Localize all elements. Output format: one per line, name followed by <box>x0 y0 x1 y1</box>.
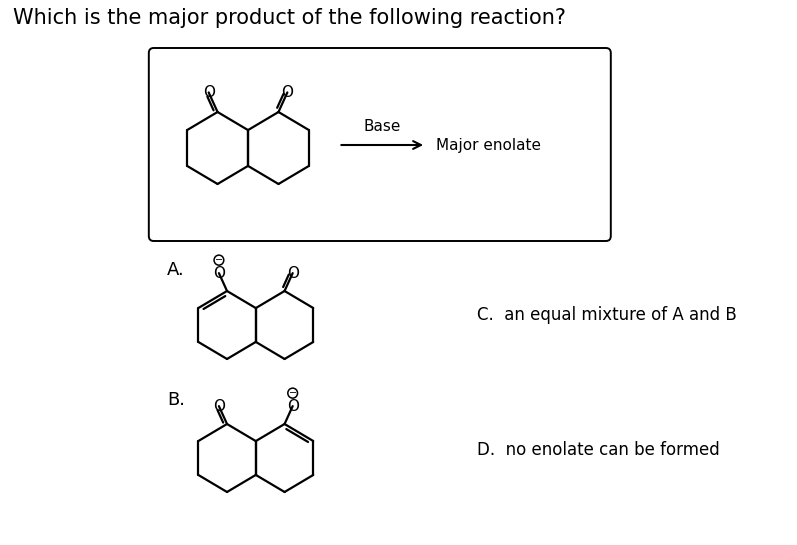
Text: D.  no enolate can be formed: D. no enolate can be formed <box>477 441 720 459</box>
Text: C.  an equal mixture of A and B: C. an equal mixture of A and B <box>477 306 736 324</box>
Text: O: O <box>213 265 225 281</box>
FancyBboxPatch shape <box>149 48 611 241</box>
Text: O: O <box>213 398 225 414</box>
Text: O: O <box>287 398 299 414</box>
Text: −: − <box>289 388 296 398</box>
Text: Major enolate: Major enolate <box>436 137 540 153</box>
Text: O: O <box>287 265 299 281</box>
Text: −: − <box>215 255 223 265</box>
Text: Which is the major product of the following reaction?: Which is the major product of the follow… <box>13 8 566 28</box>
Text: A.: A. <box>167 261 185 279</box>
Text: Base: Base <box>363 119 401 134</box>
Text: O: O <box>281 85 293 100</box>
Text: B.: B. <box>167 391 185 409</box>
Text: O: O <box>202 85 214 100</box>
